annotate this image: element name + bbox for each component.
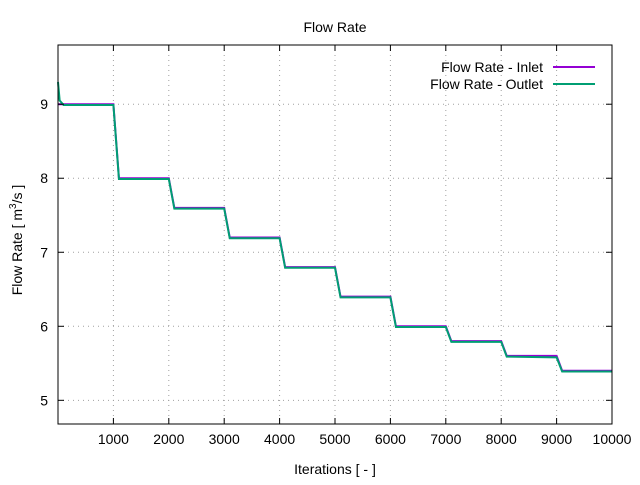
x-tick-label: 1000: [98, 431, 129, 447]
y-tick-label: 6: [40, 318, 48, 334]
y-tick-label: 7: [40, 244, 48, 260]
y-tick-label: 5: [40, 392, 48, 408]
y-axis-label: Flow Rate [ m3/s ]: [8, 185, 25, 296]
x-tick-label: 2000: [153, 431, 184, 447]
y-tick-label: 9: [40, 96, 48, 112]
x-tick-label: 4000: [264, 431, 295, 447]
x-tick-label: 5000: [319, 431, 350, 447]
x-tick-label: 7000: [430, 431, 461, 447]
legend-label: Flow Rate - Inlet: [441, 59, 543, 75]
x-tick-label: 9000: [541, 431, 572, 447]
x-tick-label: 10000: [593, 431, 632, 447]
series-line-outlet: [57, 81, 612, 373]
y-tick-label: 8: [40, 170, 48, 186]
x-tick-label: 6000: [375, 431, 406, 447]
legend-label: Flow Rate - Outlet: [430, 76, 543, 92]
plot-border: [57, 44, 613, 425]
x-tick-label: 8000: [486, 431, 517, 447]
x-tick-label: 3000: [209, 431, 240, 447]
chart-title: Flow Rate: [303, 19, 366, 35]
x-axis-label: Iterations [ - ]: [294, 461, 376, 477]
